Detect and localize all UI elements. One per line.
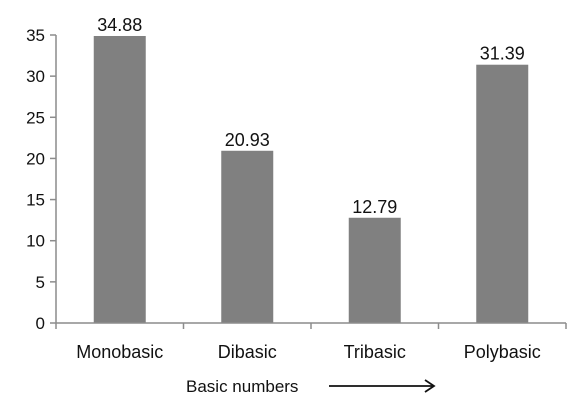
data-label-dibasic: 20.93 [225, 130, 270, 150]
category-label-dibasic: Dibasic [218, 342, 277, 362]
y-tick-label: 25 [26, 108, 45, 127]
x-axis-ticks: Monobasic Dibasic Tribasic Polybasic [55, 323, 567, 362]
category-label-monobasic: Monobasic [76, 342, 163, 362]
data-label-polybasic: 31.39 [480, 44, 525, 64]
y-tick-label: 30 [26, 67, 45, 86]
y-tick-label: 15 [26, 191, 45, 210]
category-label-polybasic: Polybasic [464, 342, 541, 362]
bar-monobasic [93, 35, 146, 323]
y-tick-label: 20 [26, 149, 45, 168]
y-axis-ticks: 0 5 10 15 20 25 30 35 [26, 26, 56, 333]
y-tick-label: 35 [26, 26, 45, 45]
bars [93, 35, 529, 323]
bar-dibasic [221, 150, 274, 323]
data-labels: 34.88 20.93 12.79 31.39 [97, 15, 525, 217]
data-label-tribasic: 12.79 [352, 197, 397, 217]
y-tick-label: 10 [26, 232, 45, 251]
y-tick-label: 0 [36, 314, 45, 333]
category-label-tribasic: Tribasic [344, 342, 406, 362]
x-axis-title: Basic numbers [186, 377, 298, 396]
y-tick-label: 5 [36, 273, 45, 292]
bar-polybasic [476, 64, 529, 323]
data-label-monobasic: 34.88 [97, 15, 142, 35]
arrow-right-icon [329, 379, 436, 393]
bar-tribasic [348, 217, 401, 323]
